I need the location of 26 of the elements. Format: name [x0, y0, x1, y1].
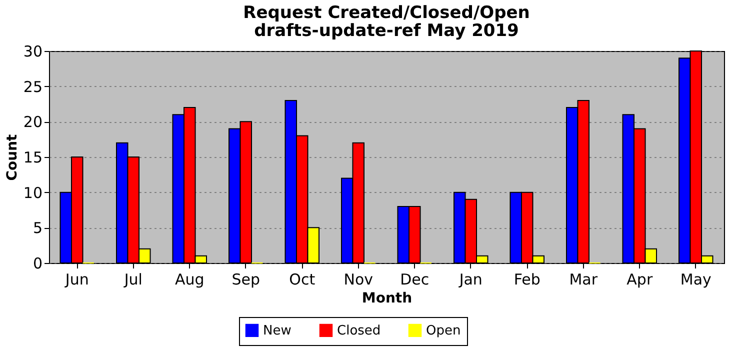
- y-tick-label: 20: [23, 113, 42, 132]
- x-tick-label: Sep: [232, 270, 260, 288]
- x-tick-label: Dec: [400, 270, 430, 288]
- x-tick-label: Jan: [458, 270, 482, 288]
- x-tick-label: Jul: [123, 270, 142, 288]
- legend-label: Open: [426, 323, 461, 338]
- x-tick-label: Jun: [64, 270, 89, 288]
- y-axis-title: Count: [4, 134, 20, 181]
- x-tick-label: Mar: [569, 270, 598, 288]
- x-axis-title: Month: [362, 290, 412, 306]
- y-tick-label: 30: [23, 42, 42, 60]
- x-tick-label: Feb: [514, 270, 540, 288]
- y-tick-label: 10: [23, 184, 42, 202]
- x-tick-label: Oct: [289, 270, 316, 288]
- chart-title: Request Created/Closed/Open: [243, 3, 530, 23]
- y-tick-label: 0: [32, 254, 42, 272]
- legend-label: New: [263, 323, 292, 338]
- x-tick-label: Apr: [626, 270, 654, 288]
- y-tick-label: 25: [23, 78, 42, 96]
- x-tick-label: Aug: [174, 270, 204, 288]
- x-tick-label: May: [680, 270, 712, 288]
- chart-subtitle: drafts-update-ref May 2019: [254, 21, 519, 41]
- y-tick-label: 5: [32, 219, 42, 238]
- x-tick-label: Nov: [344, 270, 374, 288]
- legend-label: Closed: [337, 323, 381, 338]
- y-tick-label: 15: [23, 148, 42, 166]
